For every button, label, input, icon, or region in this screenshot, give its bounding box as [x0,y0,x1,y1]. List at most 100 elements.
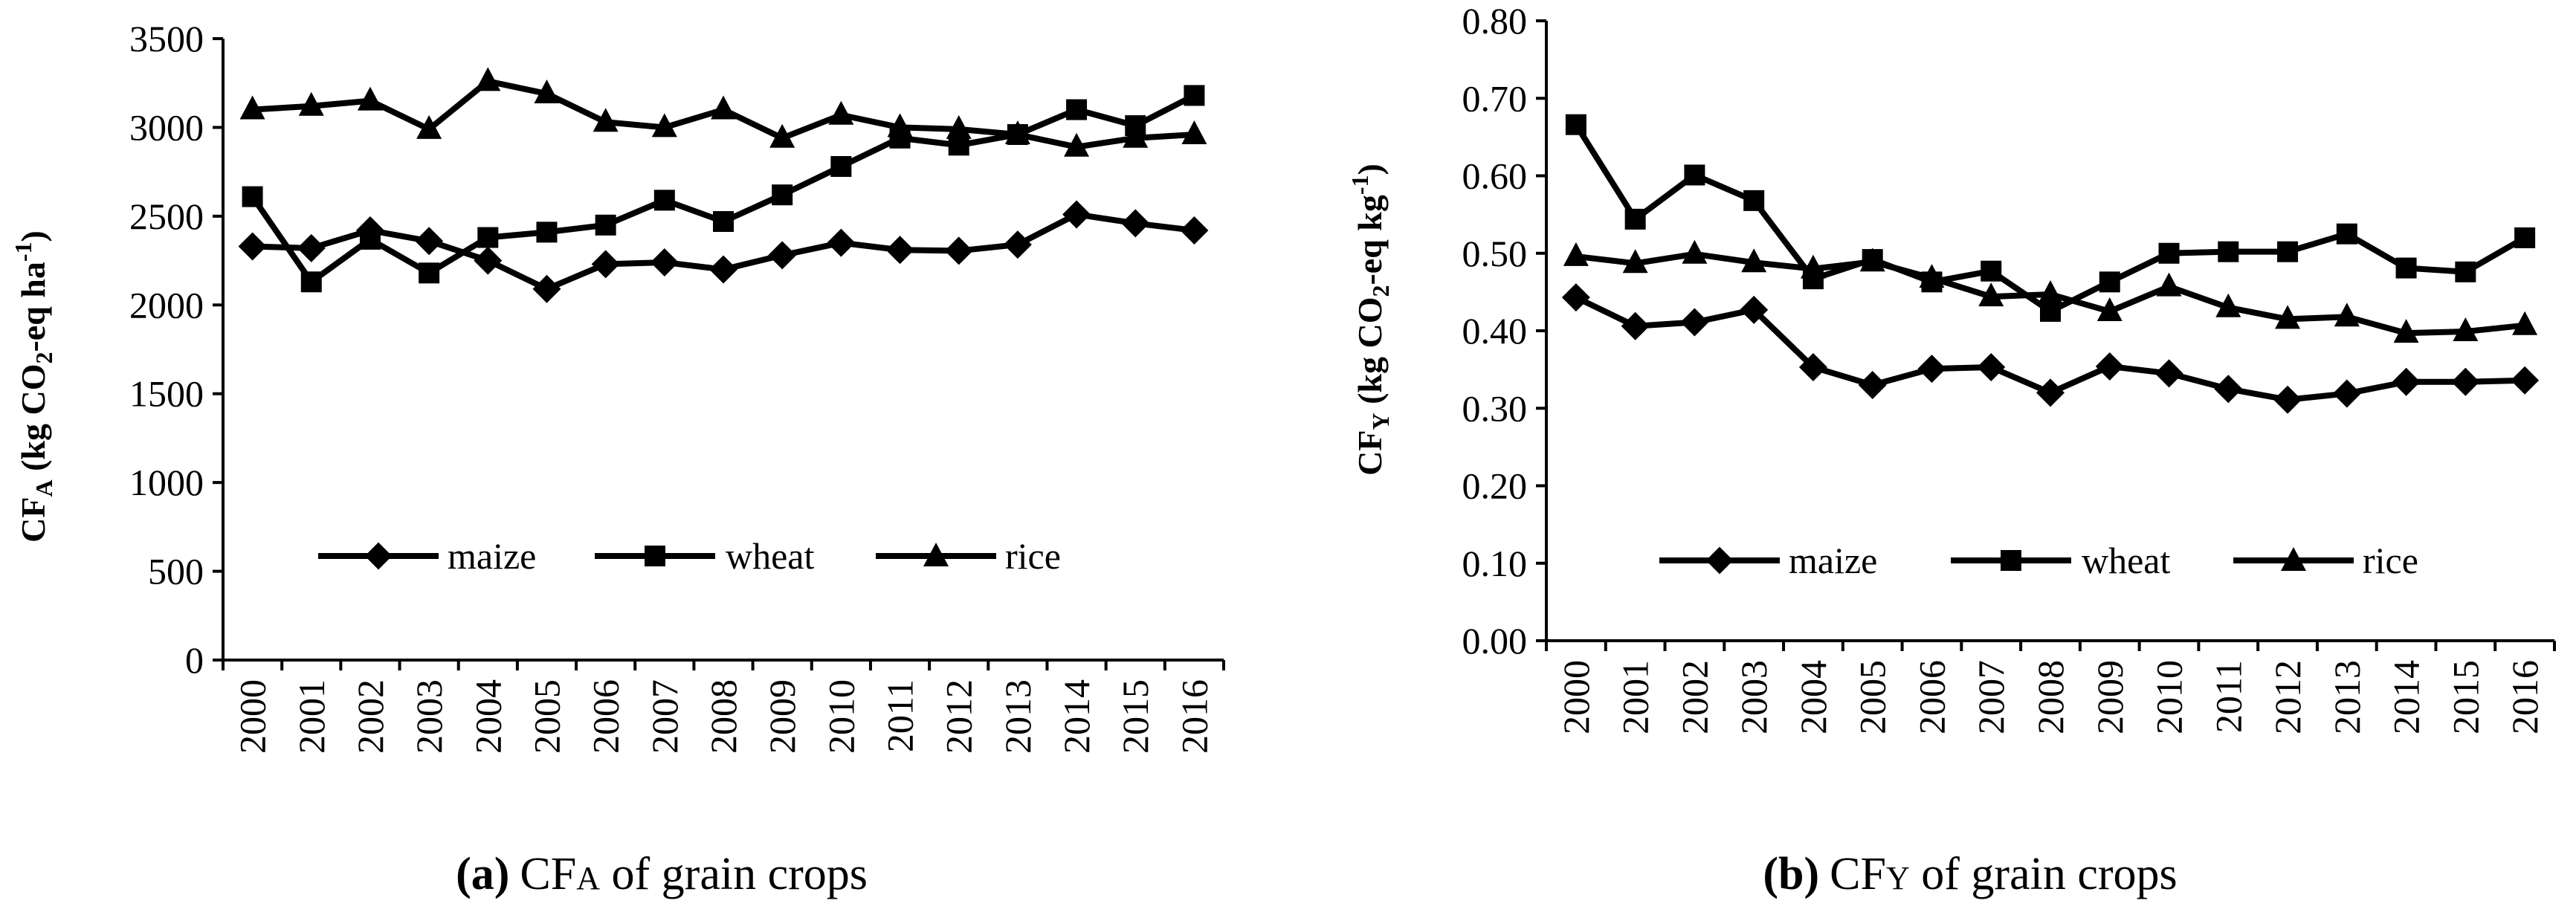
panel-a-series [238,67,1209,303]
panel-a-x-ticks: 2000 2001 2002 2003 2004 2005 2006 2007 2008 2009… [222,660,1225,754]
x-tick-label: 2009 [761,679,803,754]
data-point-maize [415,227,444,256]
panel-b-caption: (b) CFY of grain crops [1763,849,2177,899]
panel-a-legend-label-maize: maize [448,535,536,577]
data-point-rice [1622,249,1648,274]
x-tick-label: 2013 [2326,660,2368,734]
data-point-rice [2512,311,2538,335]
panel-b-legend-item-maize: maize [1659,540,1877,581]
x-tick-label: 2011 [2207,660,2249,733]
data-point-maize [1180,216,1209,245]
x-tick-label: 2004 [467,679,509,754]
panel-b-x-ticks: 2000 2001 2002 2003 2004 2005 2006 2007 2008 2009… [1545,641,2556,734]
panel-b-chart: CFY (kg CO2-eq kg-1) 0.00 0.10 0.20 0.30 0.4… [1346,0,2556,899]
data-point-rice [534,80,560,104]
data-point-maize [1917,355,1946,384]
x-tick-label: 2013 [997,679,1039,754]
x-tick-label: 2010 [2149,660,2190,734]
x-tick-label: 2001 [291,679,332,754]
panel-a-legend-item-rice: rice [876,535,1061,577]
data-point-rice [2038,280,2063,305]
data-point-rice [1123,123,1149,148]
x-tick-label: 2004 [1792,660,1834,734]
data-point-wheat [1981,260,2002,282]
x-tick-label: 2002 [349,679,391,754]
data-point-wheat [536,222,558,243]
data-point-wheat [2514,227,2536,248]
y-tick-label: 0 [185,639,204,681]
x-tick-label: 2005 [526,679,567,754]
x-tick-label: 2006 [1911,660,1952,734]
data-point-rice [2393,319,2419,343]
x-tick-label: 2014 [2386,660,2427,734]
data-point-wheat [2158,242,2180,264]
data-point-maize [1561,283,1590,312]
data-point-rice [239,95,265,120]
data-point-maize [1003,230,1032,259]
x-tick-label: 2003 [1733,660,1775,734]
y-tick-label: 0.30 [1462,387,1528,429]
x-tick-label: 2015 [1114,679,1156,754]
data-point-maize [768,241,797,270]
x-tick-label: 2000 [232,679,274,754]
data-point-wheat [2277,241,2299,262]
data-point-wheat [2099,271,2120,293]
data-point-maize [1121,209,1150,238]
data-point-maize [1977,352,2006,381]
panel-a-y-axis-label: CFA (kg CO2-eq ha-1) [10,230,57,543]
data-point-rice [2096,297,2123,321]
data-point-rice [769,123,795,148]
data-point-maize [1621,311,1650,340]
panel-a-legend-item-wheat: wheat [595,535,814,577]
x-tick-label: 2014 [1056,679,1097,754]
data-point-rice [1682,239,1708,264]
x-tick-label: 2011 [879,679,921,752]
data-point-maize [2511,366,2540,395]
data-point-maize [885,236,914,265]
data-point-maize [1798,352,1827,381]
data-point-wheat [653,190,675,211]
x-tick-label: 2008 [703,679,744,754]
data-point-maize [474,246,503,275]
data-point-wheat [2040,300,2061,322]
panel-b-y-axis-label: CFY (kg CO2-eq kg-1) [1346,164,1394,476]
data-point-maize [2273,385,2302,414]
panel-b-legend: maize wheat rice [1659,540,2418,581]
x-tick-label: 2009 [2089,660,2131,734]
data-point-rice [1978,282,2004,307]
data-point-maize [709,255,737,284]
series-line-wheat [250,92,1196,285]
data-point-rice [416,114,442,139]
data-point-maize [238,232,267,261]
data-point-wheat [419,262,440,284]
y-tick-label: 0.50 [1462,233,1528,274]
data-point-maize [591,250,620,279]
x-tick-label: 2015 [2444,660,2486,734]
y-tick-label: 1500 [129,373,204,415]
data-point-rice [2215,293,2241,317]
panel-b-y-ticks: 0.00 0.10 0.20 0.30 0.40 0.50 0.60 0.70 0.80 [1462,0,1546,662]
y-tick-label: 500 [148,551,204,592]
panel-b-legend-label-wheat: wheat [2082,540,2170,581]
y-tick-label: 0.40 [1462,310,1528,352]
panel-a-legend-label-wheat: wheat [726,535,814,577]
x-tick-label: 2000 [1555,660,1597,734]
data-point-wheat [1684,164,1705,186]
data-point-wheat [595,214,616,236]
panel-b-legend-label-maize: maize [1789,540,1877,581]
data-point-rice [2334,303,2360,327]
data-point-rice [946,114,972,139]
y-tick-label: 0.70 [1462,77,1528,119]
data-point-rice [1563,242,1589,266]
x-tick-label: 2001 [1615,660,1656,734]
data-point-wheat [2455,261,2476,282]
x-tick-label: 2006 [585,679,627,754]
x-tick-label: 2008 [2030,660,2071,734]
panel-b-legend-label-rice: rice [2363,540,2418,581]
x-tick-label: 2012 [938,679,980,754]
data-point-rice [887,113,913,138]
data-point-rice [1859,248,1885,272]
x-tick-label: 2016 [1173,679,1215,754]
panel-a-legend-item-maize: maize [318,535,536,577]
